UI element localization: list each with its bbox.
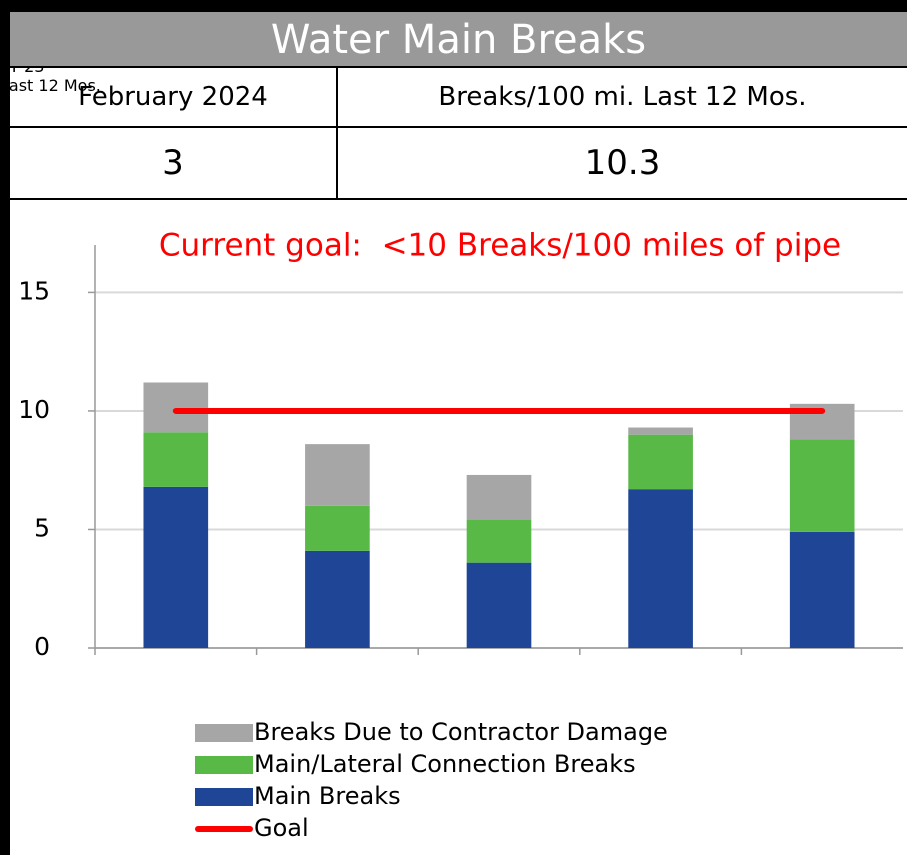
y-tick-label: 5 — [34, 513, 50, 542]
x-tick-label: Last 12 Mos. — [0, 76, 101, 95]
legend-label: Main/Lateral Connection Breaks — [254, 750, 636, 778]
cell: Breaks/100 mi. Last 12 Mos. — [438, 82, 807, 112]
y-tick-label: 0 — [34, 632, 50, 661]
y-tick-label: 10 — [18, 395, 50, 424]
legend-swatch — [195, 724, 253, 742]
cell: February 2024 — [10, 68, 338, 126]
bar-segment — [789, 531, 855, 648]
legend-label: Main Breaks — [254, 782, 401, 810]
bar-segment — [466, 562, 532, 648]
bar-segment — [305, 550, 370, 648]
bar-segment — [628, 489, 693, 648]
bar-segment — [628, 427, 693, 435]
label-row: February 2024 Breaks/100 mi. Last 12 Mos… — [10, 68, 907, 128]
y-tick-label: 15 — [18, 276, 50, 305]
bar-segment — [628, 434, 693, 490]
bar-segment — [789, 439, 855, 532]
card-title: Water Main Breaks — [10, 12, 907, 68]
legend-label: Breaks Due to Contractor Damage — [254, 718, 668, 746]
cell: 3 — [10, 128, 338, 198]
bar-segment — [143, 382, 209, 433]
bar-segment — [305, 505, 370, 551]
bar-segment — [143, 486, 209, 648]
bar-segment — [143, 432, 209, 487]
legend-swatch — [195, 756, 253, 774]
chart-subtitle: Current goal: <10 Breaks/100 miles of pi… — [159, 228, 841, 264]
bar-segment — [466, 474, 532, 520]
cell: 10.3 — [584, 143, 661, 183]
bar-segment — [305, 444, 370, 506]
value-row: 3 10.3 — [10, 128, 907, 200]
bar-segment — [466, 519, 532, 563]
legend-label: Goal — [254, 814, 309, 842]
legend-swatch — [195, 788, 253, 806]
